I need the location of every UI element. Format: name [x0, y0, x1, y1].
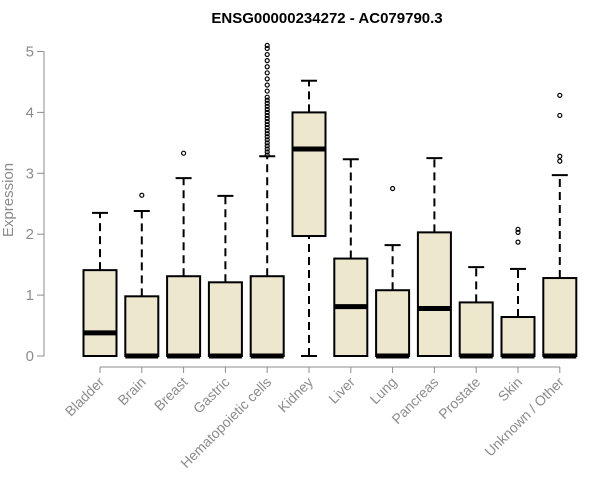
outlier-point — [515, 229, 521, 235]
box-kidney — [291, 79, 327, 357]
outlier-point — [264, 118, 270, 125]
box-liver — [333, 158, 369, 357]
outlier-point — [181, 150, 187, 156]
box-pancreas — [416, 157, 452, 357]
y-tick-label: 0 — [26, 348, 34, 365]
box-body — [375, 289, 411, 357]
x-tick-label: Breast — [151, 374, 191, 414]
x-tick-label: Prostate — [435, 374, 483, 422]
y-tick-label: 3 — [26, 165, 34, 182]
box-hematopoietic-cells — [249, 42, 285, 359]
box-body — [82, 269, 118, 358]
outlier-point — [264, 51, 270, 58]
x-tick-label: Brain — [114, 374, 148, 408]
outlier-point — [264, 112, 270, 119]
outlier-point — [264, 137, 270, 143]
outlier-point — [264, 103, 270, 109]
outlier-point — [515, 239, 521, 245]
outlier-point — [264, 109, 270, 116]
x-tick-label: Unknown / Other — [481, 374, 567, 460]
box-body — [458, 301, 494, 357]
box-breast — [166, 150, 202, 359]
outlier-point — [264, 131, 270, 137]
outlier-point — [264, 94, 270, 100]
outlier-point — [264, 140, 270, 146]
box-brain — [124, 192, 160, 359]
box-unknown-other — [542, 92, 578, 359]
x-tick-label: Bladder — [62, 374, 108, 420]
y-tick-label: 4 — [26, 104, 34, 121]
box-body — [207, 281, 243, 358]
box-skin — [500, 226, 536, 359]
box-body — [416, 231, 452, 357]
outlier-point — [139, 192, 145, 198]
outlier-point — [264, 42, 270, 49]
box-gastric — [207, 194, 243, 359]
y-tick-label: 2 — [26, 226, 34, 243]
box-body — [500, 316, 536, 357]
outlier-point — [264, 58, 270, 64]
box-lung — [375, 185, 411, 359]
outlier-point — [557, 158, 563, 164]
outlier-point — [264, 76, 270, 82]
outlier-point — [557, 153, 563, 159]
plot-area — [82, 42, 578, 359]
box-body — [542, 277, 578, 358]
outlier-point — [264, 82, 270, 88]
outlier-point — [264, 146, 270, 152]
outlier-point — [264, 45, 270, 52]
outlier-point — [264, 88, 270, 94]
y-axis-label: Expression — [0, 163, 17, 237]
box-body — [166, 275, 202, 358]
outlier-point — [264, 100, 270, 106]
x-tick-label: Lung — [366, 374, 399, 407]
y-tick-label: 1 — [26, 287, 34, 304]
outlier-point — [264, 128, 270, 134]
outlier-point — [264, 121, 270, 128]
outlier-point — [264, 115, 270, 122]
y-tick-label: 5 — [26, 44, 34, 61]
outlier-point — [264, 97, 270, 103]
outlier-point — [390, 185, 396, 192]
outlier-point — [264, 134, 270, 140]
box-body — [291, 111, 327, 238]
box-bladder — [82, 211, 118, 358]
outlier-point — [264, 70, 270, 76]
x-tick-label: Kidney — [275, 374, 317, 416]
outlier-point — [264, 143, 270, 149]
chart-title: ENSG00000234272 - AC079790.3 — [211, 10, 442, 27]
box-body — [249, 275, 285, 358]
outlier-point — [264, 149, 270, 155]
x-tick-label: Skin — [495, 374, 526, 405]
box-prostate — [458, 266, 494, 359]
x-tick-label: Liver — [325, 374, 358, 407]
outlier-point — [264, 125, 270, 131]
y-axis: 0 1 2 3 4 5 — [26, 44, 45, 365]
box-body — [124, 295, 160, 357]
outlier-point — [557, 92, 563, 98]
outlier-point — [515, 226, 521, 232]
outlier-point — [557, 112, 563, 119]
outlier-point — [264, 64, 270, 70]
outlier-point — [264, 152, 270, 158]
outlier-point — [264, 106, 270, 112]
